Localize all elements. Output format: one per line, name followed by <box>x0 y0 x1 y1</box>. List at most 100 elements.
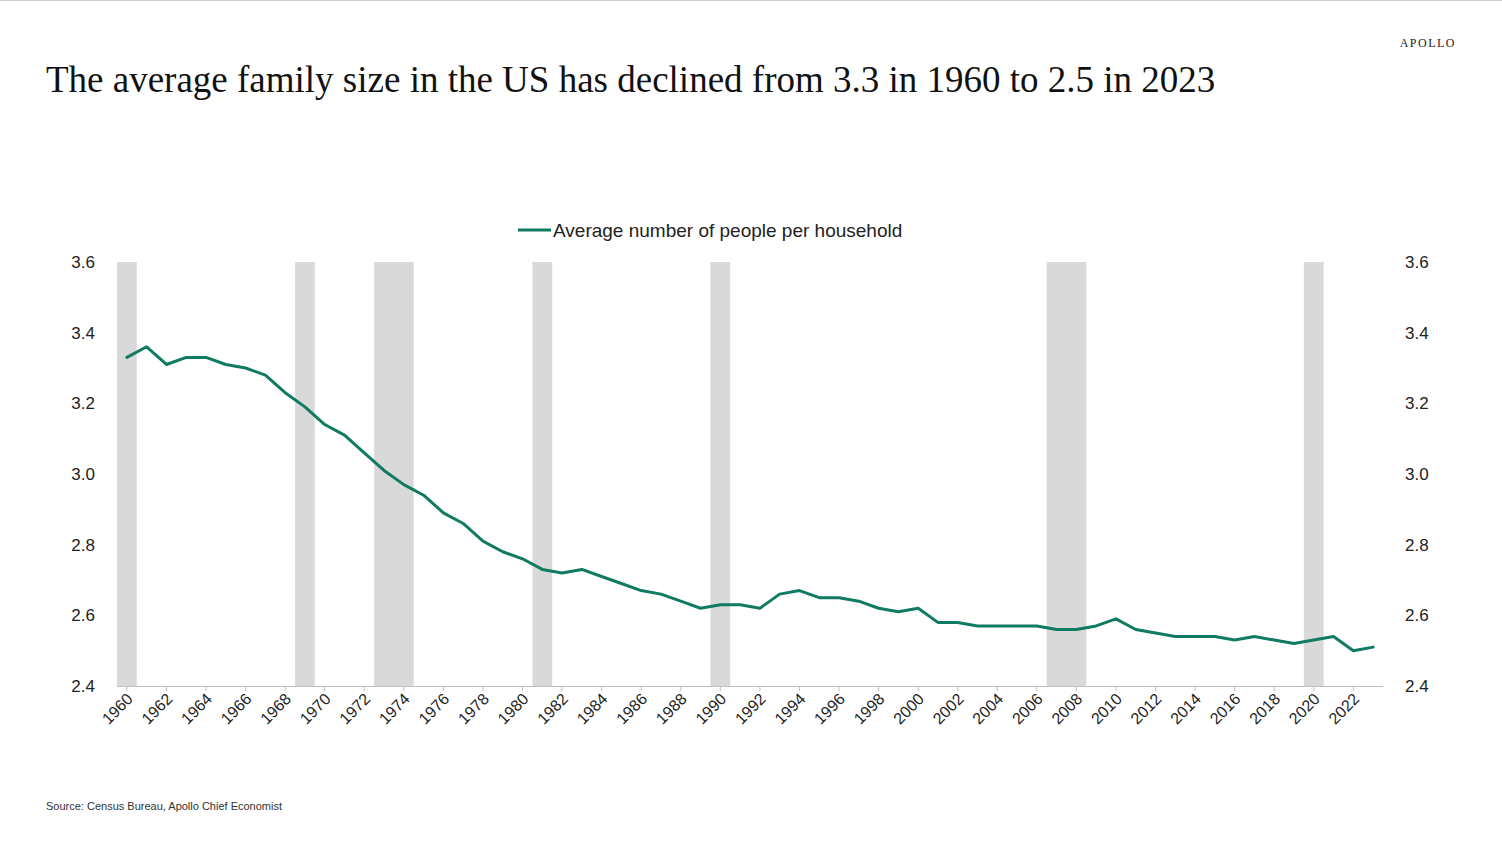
x-tick <box>839 686 840 691</box>
shaded-period <box>374 262 414 686</box>
x-tick <box>482 686 483 691</box>
y2-tick-label: 3.6 <box>1405 253 1429 272</box>
x-tick-label: 2014 <box>1167 690 1204 727</box>
y-tick-label: 3.4 <box>71 324 95 343</box>
y-tick-label: 3.6 <box>71 253 95 272</box>
x-tick-label: 2020 <box>1286 690 1323 727</box>
y2-tick-label: 2.6 <box>1405 606 1429 625</box>
x-tick-label: 1990 <box>692 690 729 727</box>
y2-tick <box>1383 544 1387 545</box>
x-tick <box>1076 686 1077 691</box>
y-tick-label: 3.2 <box>71 394 95 413</box>
x-tick <box>443 686 444 691</box>
y-tick <box>113 686 117 687</box>
shaded-period <box>295 262 315 686</box>
y-tick-label: 3.0 <box>71 465 95 484</box>
x-tick-label: 1982 <box>534 690 571 727</box>
x-tick <box>957 686 958 691</box>
x-tick <box>1195 686 1196 691</box>
x-tick <box>997 686 998 691</box>
x-tick <box>562 686 563 691</box>
x-tick-label: 2022 <box>1325 690 1362 727</box>
x-tick-label: 1974 <box>376 690 413 727</box>
x-tick <box>641 686 642 691</box>
shaded-period <box>117 262 137 686</box>
legend-swatch <box>518 229 551 232</box>
x-tick <box>1155 686 1156 691</box>
x-tick <box>918 686 919 691</box>
y-tick <box>113 474 117 475</box>
x-tick-label: 1992 <box>732 690 769 727</box>
x-tick <box>799 686 800 691</box>
x-tick <box>364 686 365 691</box>
y-tick <box>113 544 117 545</box>
x-tick-label: 2006 <box>1009 690 1046 727</box>
x-tick-label: 1968 <box>257 690 294 727</box>
x-tick <box>285 686 286 691</box>
x-tick <box>522 686 523 691</box>
plot-area <box>117 262 1373 686</box>
x-tick-label: 1960 <box>99 690 136 727</box>
y-tick <box>113 332 117 333</box>
y-tick-label: 2.6 <box>71 606 95 625</box>
x-tick <box>759 686 760 691</box>
x-tick-label: 1984 <box>574 690 611 727</box>
top-rule <box>0 0 1502 1</box>
y2-tick-label: 3.2 <box>1405 394 1429 413</box>
x-tick <box>206 686 207 691</box>
x-tick <box>1234 686 1235 691</box>
x-tick <box>166 686 167 691</box>
x-tick <box>680 686 681 691</box>
x-tick <box>1274 686 1275 691</box>
y2-tick <box>1383 332 1387 333</box>
x-tick <box>1313 686 1314 691</box>
x-tick-label: 1962 <box>138 690 175 727</box>
x-tick-label: 2002 <box>930 690 967 727</box>
shaded-period <box>710 262 730 686</box>
x-tick-label: 1996 <box>811 690 848 727</box>
x-tick-label: 2010 <box>1088 690 1125 727</box>
x-tick-label: 1986 <box>613 690 650 727</box>
x-tick <box>324 686 325 691</box>
x-tick <box>1036 686 1037 691</box>
x-tick-label: 2016 <box>1207 690 1244 727</box>
y2-tick <box>1383 262 1387 263</box>
y2-tick <box>1383 615 1387 616</box>
y2-tick-label: 3.0 <box>1405 465 1429 484</box>
shaded-period <box>1304 262 1324 686</box>
x-tick-label: 1988 <box>653 690 690 727</box>
x-tick-label: 2004 <box>969 690 1006 727</box>
legend-label: Average number of people per household <box>553 220 902 241</box>
y-tick <box>113 262 117 263</box>
shaded-period <box>1047 262 1087 686</box>
legend: Average number of people per household <box>518 220 902 241</box>
x-tick <box>403 686 404 691</box>
x-tick-label: 1980 <box>494 690 531 727</box>
x-tick-label: 1976 <box>415 690 452 727</box>
y2-tick <box>1383 474 1387 475</box>
x-tick-label: 2018 <box>1246 690 1283 727</box>
y2-tick <box>1383 686 1387 687</box>
x-tick <box>720 686 721 691</box>
y-tick <box>113 615 117 616</box>
x-tick-label: 1994 <box>771 690 808 727</box>
y2-tick-label: 2.4 <box>1405 677 1429 696</box>
y2-tick-label: 2.8 <box>1405 536 1429 555</box>
y-tick-label: 2.8 <box>71 536 95 555</box>
y-tick <box>113 403 117 404</box>
y2-tick <box>1383 403 1387 404</box>
x-tick <box>878 686 879 691</box>
source: Source: Census Bureau, Apollo Chief Econ… <box>46 800 282 812</box>
y-tick-label: 2.4 <box>71 677 95 696</box>
x-tick <box>126 686 127 691</box>
brand: APOLLO <box>1400 36 1456 50</box>
x-tick-label: 1978 <box>455 690 492 727</box>
x-tick <box>601 686 602 691</box>
title: The average family size in the US has de… <box>46 59 1215 100</box>
x-tick <box>1353 686 1354 691</box>
chart: APOLLO The average family size in the US … <box>0 0 1502 846</box>
x-tick-label: 2008 <box>1048 690 1085 727</box>
x-tick-label: 1972 <box>336 690 373 727</box>
x-tick-label: 1970 <box>297 690 334 727</box>
x-tick-label: 1966 <box>218 690 255 727</box>
